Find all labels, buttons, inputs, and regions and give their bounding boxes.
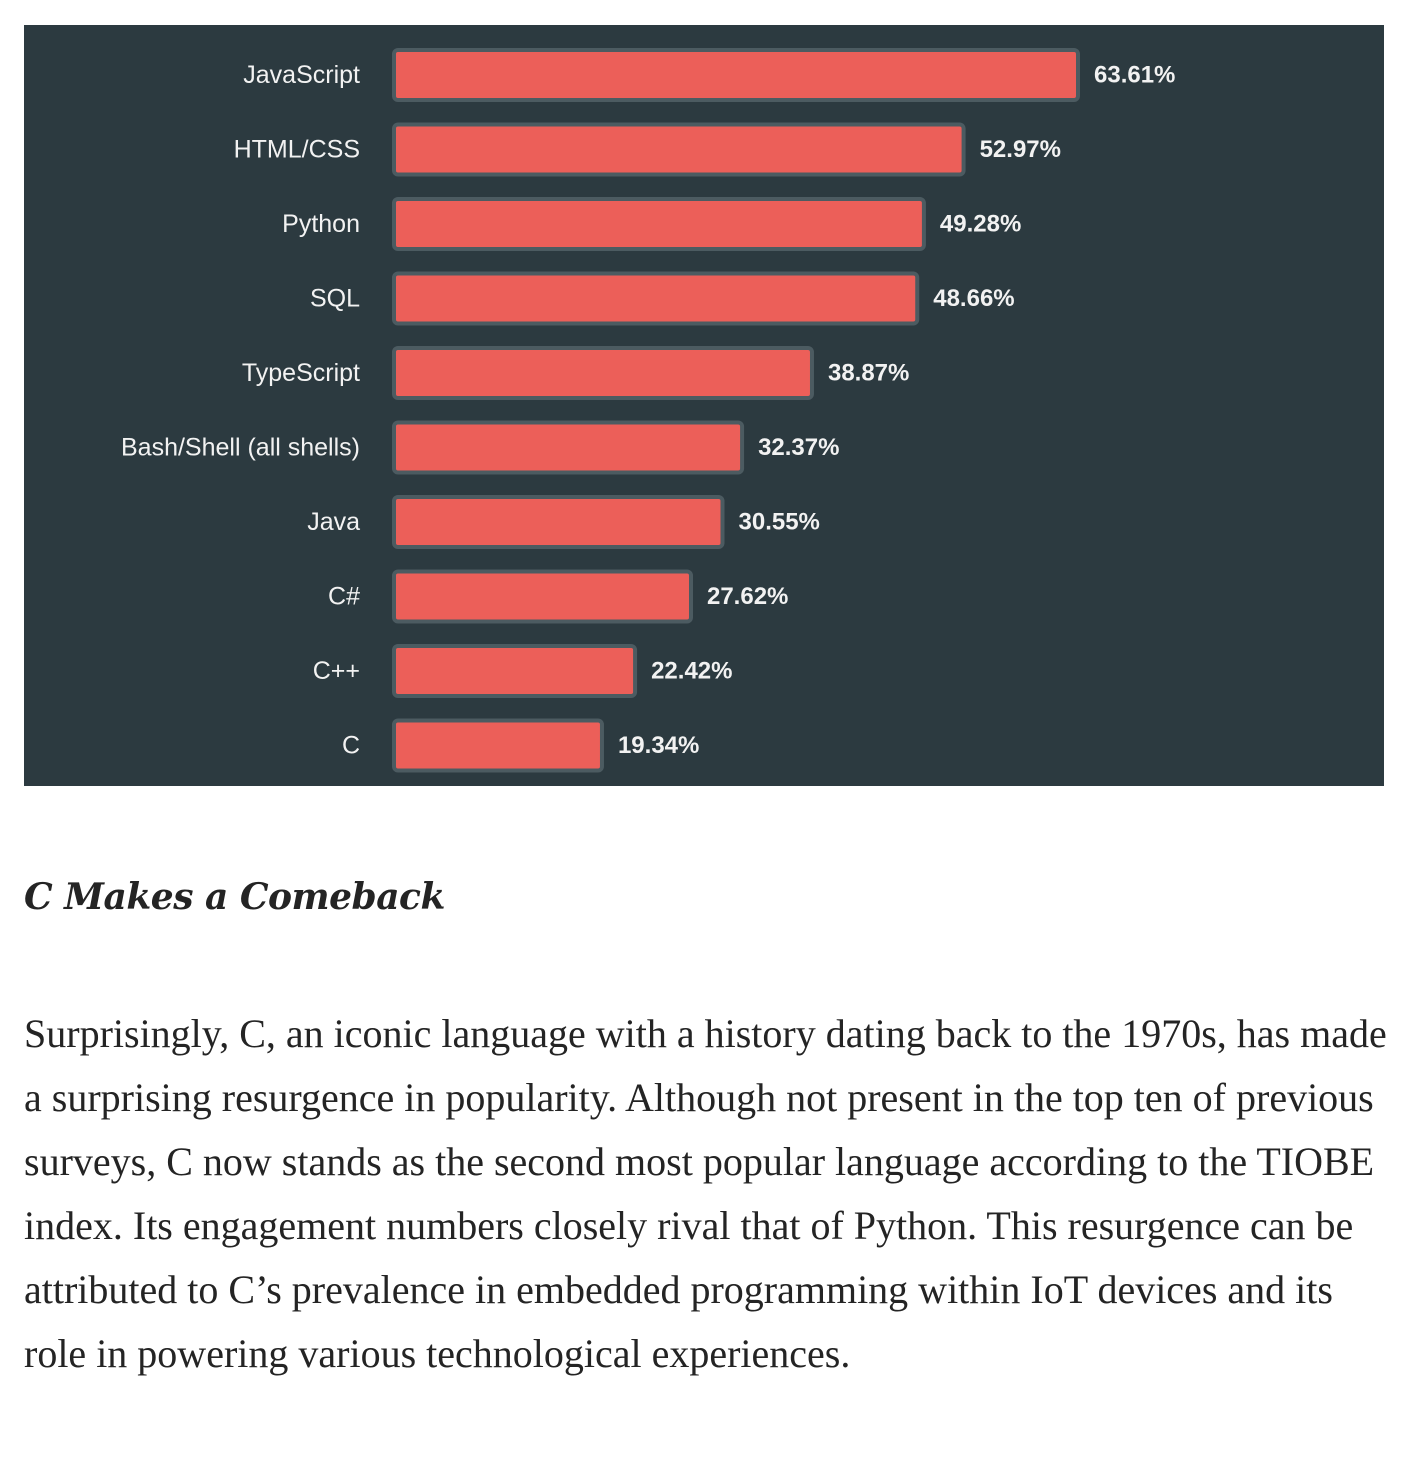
value-label: 63.61%: [1094, 62, 1175, 89]
value-label: 22.42%: [651, 658, 732, 685]
bar: [392, 569, 693, 624]
bar: [392, 644, 638, 698]
bar: [392, 718, 604, 773]
category-label: C++: [313, 657, 360, 685]
value-label: 38.87%: [828, 360, 909, 387]
value-label: 48.66%: [933, 285, 1014, 312]
bar: [392, 48, 1080, 102]
category-label: TypeScript: [242, 359, 360, 387]
category-label: C: [342, 732, 360, 760]
category-label: Bash/Shell (all shells): [121, 434, 360, 462]
category-label: C#: [328, 583, 360, 611]
bar: [392, 122, 966, 177]
value-label: 19.34%: [618, 732, 699, 759]
bar: [392, 420, 745, 475]
bar: [392, 495, 725, 549]
value-label: 27.62%: [707, 583, 788, 610]
bar: [392, 346, 814, 400]
value-label: 30.55%: [739, 509, 820, 536]
category-label: JavaScript: [243, 61, 360, 89]
bar: [392, 197, 926, 251]
bar-chart-panel: JavaScript 63.61% HTML/CSS 52.97% Python 49.2…: [24, 25, 1384, 786]
section-heading: C Makes a Comeback: [24, 876, 445, 918]
value-label: 32.37%: [758, 434, 839, 461]
category-label: Python: [282, 210, 360, 238]
category-label: Java: [307, 508, 360, 536]
value-label: 52.97%: [980, 136, 1061, 163]
body-paragraph: Surprisingly, C, an iconic language with…: [24, 1011, 1387, 1376]
value-label: 49.28%: [940, 211, 1021, 238]
bar-chart: JavaScript 63.61% HTML/CSS 52.97% Python 49.2…: [121, 48, 1175, 773]
bar: [392, 271, 920, 326]
category-label: SQL: [310, 285, 360, 313]
category-label: HTML/CSS: [234, 136, 360, 164]
